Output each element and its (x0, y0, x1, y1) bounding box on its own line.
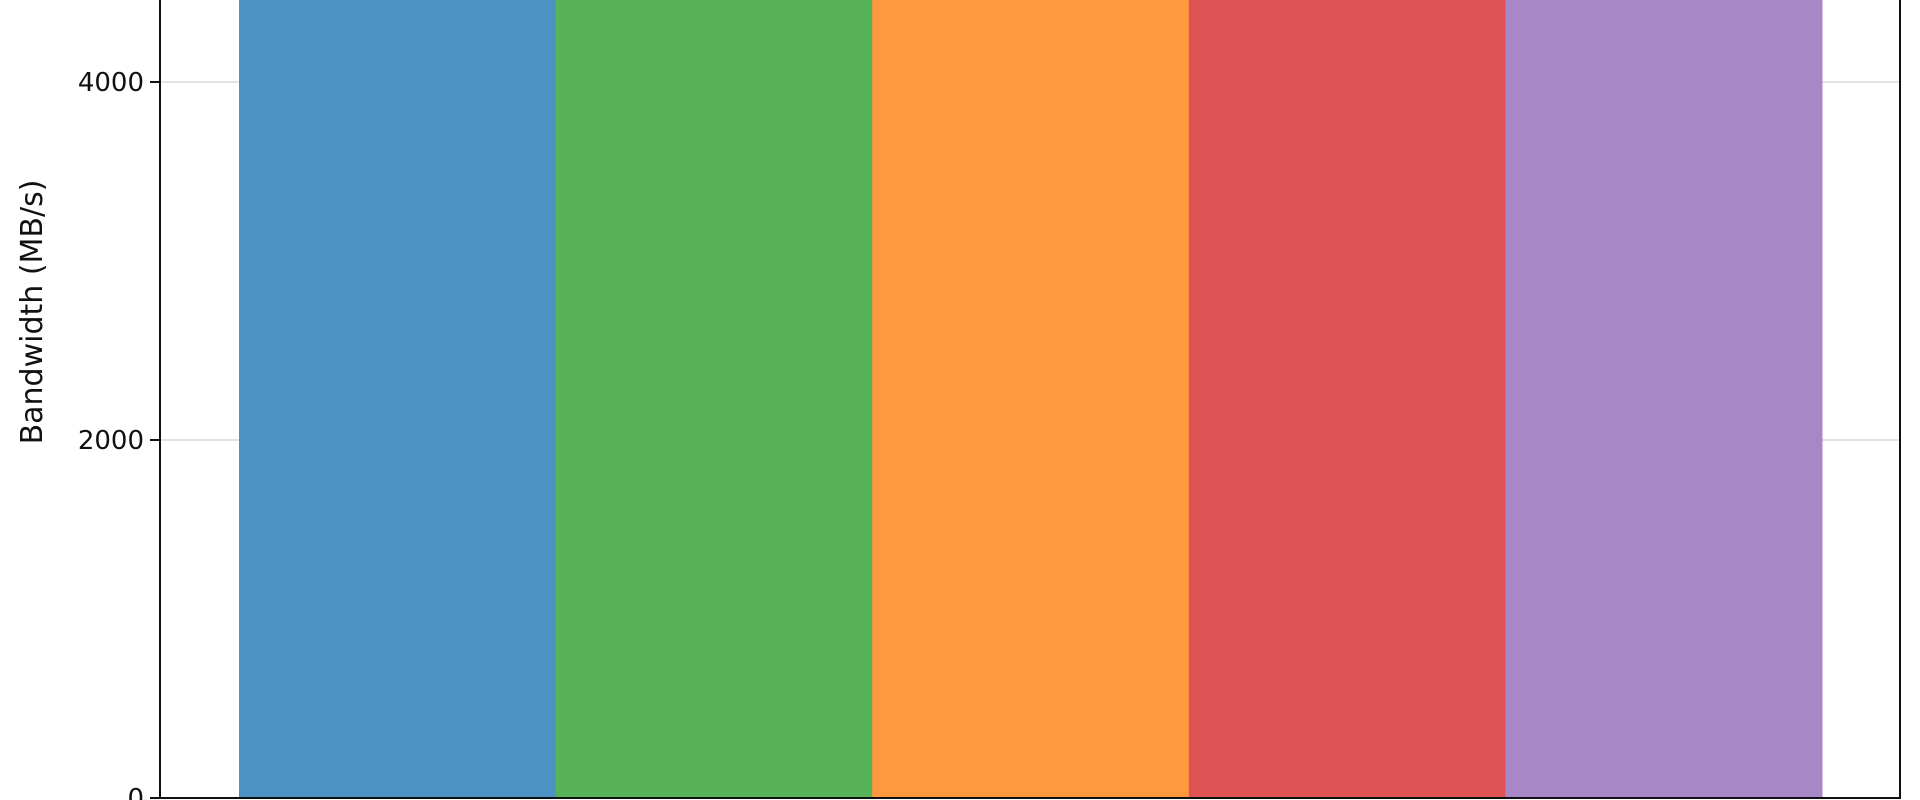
axes: 02000400060008000 (78, 0, 1901, 800)
y-tick-label: 0 (127, 784, 144, 800)
y-tick-label: 4000 (78, 68, 144, 98)
y-axis-label: Bandwidth (MB/s) (15, 180, 50, 445)
bar (239, 0, 557, 798)
bar (1188, 0, 1506, 798)
y-tick-label: 2000 (78, 426, 144, 456)
bar (555, 0, 873, 798)
bar (872, 0, 1190, 798)
bar (1505, 0, 1823, 798)
bars (239, 0, 1823, 798)
